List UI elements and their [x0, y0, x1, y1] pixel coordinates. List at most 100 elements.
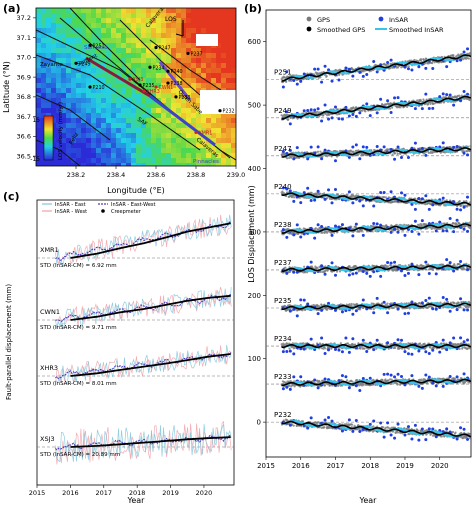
velocity-pixel: [191, 48, 196, 53]
velocity-pixel: [36, 13, 41, 18]
velocity-pixel: [191, 133, 196, 138]
velocity-pixel: [141, 68, 146, 73]
velocity-pixel: [111, 78, 116, 83]
insar-point: [445, 258, 449, 262]
velocity-pixel: [121, 163, 126, 166]
velocity-pixel: [101, 43, 106, 48]
velocity-pixel: [131, 158, 136, 163]
insar-point: [389, 147, 393, 151]
velocity-pixel: [56, 138, 61, 143]
x-tick-label: 238.8: [187, 171, 206, 179]
velocity-pixel: [56, 128, 61, 133]
velocity-pixel: [116, 143, 121, 148]
velocity-pixel: [201, 128, 206, 133]
velocity-pixel: [51, 153, 56, 158]
gps-point: [318, 192, 322, 195]
velocity-pixel: [136, 48, 141, 53]
velocity-pixel: [101, 38, 106, 43]
velocity-pixel: [151, 78, 156, 83]
velocity-pixel: [91, 93, 96, 98]
station-label: P237: [191, 51, 203, 57]
velocity-pixel: [41, 38, 46, 43]
velocity-pixel: [206, 158, 211, 163]
velocity-pixel: [151, 43, 156, 48]
velocity-pixel: [106, 23, 111, 28]
velocity-pixel: [211, 73, 216, 78]
velocity-pixel: [116, 153, 121, 158]
velocity-pixel: [81, 128, 86, 133]
velocity-pixel: [101, 78, 106, 83]
velocity-pixel: [41, 43, 46, 48]
velocity-pixel: [91, 38, 96, 43]
velocity-pixel: [51, 28, 56, 33]
velocity-pixel: [116, 43, 121, 48]
velocity-pixel: [176, 138, 181, 143]
velocity-pixel: [146, 108, 151, 113]
velocity-pixel: [146, 163, 151, 166]
insar-point: [455, 59, 459, 63]
y-tick-label: 36.7: [17, 113, 31, 121]
velocity-pixel: [226, 83, 231, 88]
insar-point: [417, 273, 421, 277]
insar-point: [448, 261, 452, 265]
station-marker: [88, 85, 92, 89]
gps-point: [325, 197, 329, 200]
velocity-pixel: [106, 108, 111, 113]
fault-label: Zayante: [40, 62, 63, 68]
velocity-pixel: [151, 148, 156, 153]
velocity-pixel: [151, 83, 156, 88]
velocity-pixel: [211, 133, 216, 138]
velocity-pixel: [161, 78, 166, 83]
insar-point: [323, 148, 327, 152]
velocity-pixel: [191, 103, 196, 108]
velocity-pixel: [181, 58, 186, 63]
velocity-pixel: [71, 148, 76, 153]
velocity-pixel: [156, 8, 161, 13]
velocity-pixel: [196, 98, 201, 103]
velocity-pixel: [76, 13, 81, 18]
insar-point: [313, 67, 317, 71]
velocity-pixel: [161, 143, 166, 148]
velocity-pixel: [76, 108, 81, 113]
velocity-pixel: [146, 113, 151, 118]
velocity-pixel: [56, 23, 61, 28]
velocity-pixel: [206, 28, 211, 33]
velocity-pixel: [191, 68, 196, 73]
velocity-pixel: [56, 123, 61, 128]
velocity-pixel: [41, 133, 46, 138]
velocity-pixel: [181, 158, 186, 163]
gps-point: [425, 98, 428, 101]
y-tick-label: 37.2: [17, 14, 31, 22]
velocity-pixel: [131, 13, 136, 18]
fault-segment-creep: [85, 56, 151, 98]
velocity-pixel: [181, 68, 186, 73]
velocity-pixel: [141, 98, 146, 103]
velocity-pixel: [91, 98, 96, 103]
velocity-pixel: [61, 43, 66, 48]
velocity-pixel: [56, 28, 61, 33]
velocity-pixel: [131, 108, 136, 113]
velocity-pixel: [71, 138, 76, 143]
velocity-pixel: [111, 93, 116, 98]
velocity-pixel: [221, 53, 226, 58]
velocity-pixel: [186, 43, 191, 48]
velocity-pixel: [156, 133, 161, 138]
station-label: P233: [179, 95, 191, 101]
velocity-pixel: [46, 48, 51, 53]
velocity-pixel: [146, 48, 151, 53]
velocity-pixel: [131, 128, 136, 133]
station-series-label: P235: [274, 297, 292, 305]
velocity-pixel: [86, 68, 91, 73]
velocity-pixel: [216, 133, 221, 138]
gps-point: [361, 109, 364, 112]
gps-point: [305, 196, 308, 200]
velocity-pixel: [36, 128, 41, 133]
velocity-pixel: [41, 138, 46, 143]
station-marker: [142, 89, 146, 93]
velocity-pixel: [201, 158, 206, 163]
velocity-pixel: [191, 53, 196, 58]
insar-point: [368, 274, 372, 278]
velocity-pixel: [46, 163, 51, 166]
gps-point: [325, 74, 328, 78]
velocity-pixel: [196, 128, 201, 133]
